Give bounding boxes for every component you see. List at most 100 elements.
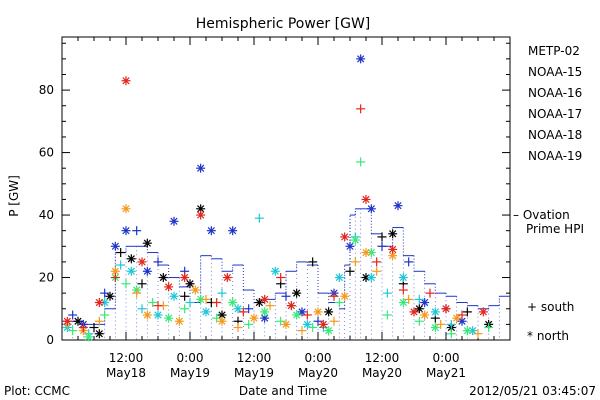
north-marker — [100, 298, 110, 308]
north-marker — [174, 316, 184, 326]
south-marker — [404, 294, 414, 304]
north-marker — [313, 307, 323, 317]
north-marker — [462, 326, 472, 336]
x-tick-label: May19 — [170, 366, 210, 380]
south-marker — [244, 304, 254, 314]
south-marker — [137, 304, 147, 314]
south-marker — [116, 260, 126, 270]
south-marker — [473, 329, 483, 339]
north-marker — [137, 257, 147, 267]
north-marker — [361, 194, 371, 204]
south-marker — [217, 288, 227, 298]
south-marker — [254, 213, 264, 223]
y-tick-label: 60 — [39, 146, 54, 160]
north-marker — [84, 332, 94, 342]
north-marker — [318, 319, 328, 329]
north-marker — [126, 266, 136, 276]
north-marker — [350, 235, 360, 245]
north-marker — [222, 273, 232, 283]
north-marker — [366, 204, 376, 214]
y-tick-label: 20 — [39, 271, 54, 285]
north-marker — [324, 326, 334, 336]
north-marker — [340, 232, 350, 242]
north-marker — [121, 76, 131, 86]
north-marker — [249, 313, 259, 323]
north-marker — [361, 248, 371, 258]
south-marker — [100, 310, 110, 320]
south-marker — [132, 226, 142, 236]
south-marker — [462, 307, 472, 317]
north-marker — [217, 316, 227, 326]
north-marker — [345, 241, 355, 251]
x-tick-label: May21 — [426, 366, 466, 380]
south-marker — [94, 316, 104, 326]
north-marker — [94, 329, 104, 339]
north-marker — [393, 201, 403, 211]
south-marker — [68, 326, 78, 336]
south-marker — [238, 307, 248, 317]
north-marker — [441, 304, 451, 314]
north-marker — [190, 285, 200, 295]
north-marker — [452, 313, 462, 323]
south-marker — [425, 288, 435, 298]
north-marker — [158, 273, 168, 283]
south-marker — [372, 257, 382, 267]
south-marker — [180, 291, 190, 301]
north-marker — [324, 307, 334, 317]
north-marker — [169, 216, 179, 226]
north-marker — [398, 298, 408, 308]
north-marker — [233, 304, 243, 314]
legend-entry: NOAA-19 — [528, 149, 582, 163]
north-marker — [297, 307, 307, 317]
south-marker — [180, 304, 190, 314]
north-marker — [254, 298, 264, 308]
north-marker — [366, 248, 376, 258]
north-marker — [409, 307, 419, 317]
north-marker — [398, 273, 408, 283]
legend-entry: NOAA-15 — [528, 65, 582, 79]
north-marker — [430, 323, 440, 333]
north-marker — [260, 307, 270, 317]
south-marker — [100, 288, 110, 298]
y-axis-label: P [GW] — [7, 175, 21, 217]
north-marker — [286, 301, 296, 311]
south-marker — [201, 294, 211, 304]
south-marker — [212, 298, 222, 308]
north-marker — [302, 319, 312, 329]
x-tick-label: 12:00 — [109, 351, 144, 365]
south-marker — [244, 319, 254, 329]
footer-right: 2012/05/21 03:45:07 — [469, 384, 596, 398]
south-marker — [484, 323, 494, 333]
south-marker — [276, 273, 286, 283]
south-marker — [302, 310, 312, 320]
south-marker — [297, 326, 307, 336]
x-tick-label: 12:00 — [365, 351, 400, 365]
north-marker — [169, 291, 179, 301]
south-marker — [345, 266, 355, 276]
south-marker — [308, 323, 318, 333]
legend-entry: NOAA-17 — [528, 107, 582, 121]
north-marker — [206, 226, 216, 236]
south-marker — [132, 288, 142, 298]
legend-entry: NOAA-16 — [528, 86, 582, 100]
north-marker — [142, 310, 152, 320]
north-marker — [196, 210, 206, 220]
south-marker — [457, 310, 467, 320]
x-tick-label: 0:00 — [177, 351, 204, 365]
ovation-legend-label: Prime HPI — [526, 222, 584, 236]
north-marker — [185, 279, 195, 289]
chart-title: Hemispheric Power [GW] — [196, 16, 371, 32]
south-marker — [185, 298, 195, 308]
south-marker — [148, 298, 158, 308]
ovation-legend-label: – Ovation — [513, 208, 570, 222]
y-tick-label: 80 — [39, 83, 54, 97]
x-tick-label: 12:00 — [237, 351, 272, 365]
north-marker — [340, 291, 350, 301]
marker-legend-entry: + south — [527, 300, 574, 314]
north-marker — [196, 163, 206, 173]
north-marker — [126, 254, 136, 264]
south-marker — [414, 294, 424, 304]
north-marker — [180, 273, 190, 283]
north-marker — [281, 319, 291, 329]
